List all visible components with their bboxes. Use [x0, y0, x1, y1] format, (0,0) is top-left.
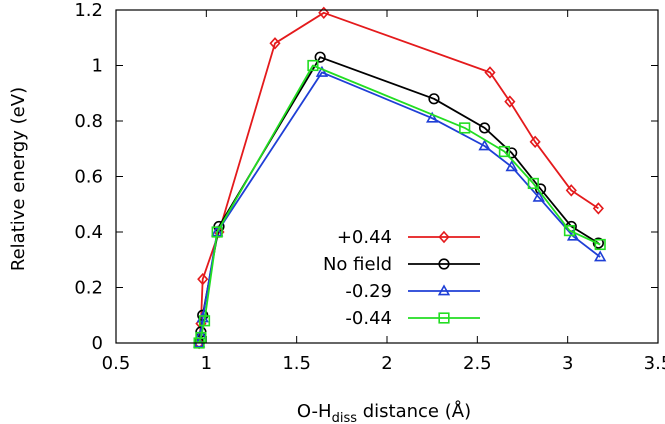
legend-entry: +0.44	[337, 227, 480, 248]
data-point	[592, 237, 604, 249]
y-tick-label: 0.6	[74, 167, 103, 188]
plot-frame	[115, 9, 659, 344]
x-axis-label: O-Hdiss distance (Å)	[297, 400, 471, 424]
data-point	[198, 315, 211, 327]
legend-label: +0.44	[337, 227, 392, 248]
x-tick-label: 3.5	[644, 353, 665, 374]
x-tick-label: 1.5	[282, 353, 311, 374]
data-point	[478, 122, 491, 134]
legend: +0.44 No field -0.29 -0.44	[323, 227, 480, 329]
data-point	[426, 111, 439, 123]
data-point	[592, 202, 604, 215]
legend-marker	[437, 284, 451, 296]
legend-marker	[438, 312, 450, 324]
series-line	[198, 64, 601, 344]
data-point	[318, 6, 330, 19]
data-point	[197, 272, 209, 286]
data-point	[565, 184, 577, 197]
data-point	[315, 65, 329, 77]
data-point	[498, 145, 511, 158]
data-point	[459, 122, 471, 134]
legend-entry: No field	[323, 254, 480, 275]
y-tick-label: 0.8	[74, 111, 103, 132]
legend-label: No field	[323, 254, 392, 275]
data-point	[307, 59, 319, 72]
y-axis-label: Relative energy (eV)	[8, 87, 29, 271]
data-point	[504, 95, 516, 108]
series-layer	[192, 6, 607, 350]
legend-label: -0.44	[345, 308, 392, 329]
y-tick-label: 0	[92, 333, 103, 354]
x-axis-label-rest: distance (Å)	[357, 400, 471, 422]
legend-marker	[438, 230, 450, 244]
data-point	[529, 135, 541, 149]
series-1	[193, 6, 604, 350]
y-tick-label: 1.2	[74, 0, 103, 21]
data-point	[428, 93, 440, 105]
data-point	[478, 139, 491, 151]
x-axis-label-main: O-H	[297, 401, 332, 422]
y-tick-label: 1	[92, 56, 103, 77]
y-tick-label: 0.4	[74, 222, 103, 243]
series-4	[193, 59, 606, 349]
x-tick-label: 3	[562, 353, 573, 374]
x-tick-label: 2	[381, 353, 392, 374]
data-point	[314, 51, 326, 63]
legend-label: -0.29	[345, 281, 392, 302]
series-line	[198, 11, 599, 344]
data-point	[594, 238, 606, 251]
series-line	[198, 71, 601, 344]
legend-entry: -0.29	[345, 281, 480, 302]
data-point	[484, 66, 496, 79]
data-point	[563, 225, 576, 237]
data-point	[269, 37, 281, 50]
legend-entry: -0.44	[345, 308, 480, 329]
data-point	[195, 331, 207, 344]
data-point	[505, 160, 518, 172]
data-point	[527, 177, 539, 190]
x-tick-label: 2.5	[463, 353, 492, 374]
data-point	[594, 250, 607, 262]
x-axis-label-subscript: diss	[332, 411, 358, 424]
x-tick-label: 1	[201, 353, 212, 374]
data-point	[211, 226, 223, 238]
x-tick-label: 0.5	[102, 353, 131, 374]
legend-marker	[438, 258, 450, 270]
data-point	[532, 190, 545, 202]
y-tick-label: 0.2	[74, 278, 103, 299]
